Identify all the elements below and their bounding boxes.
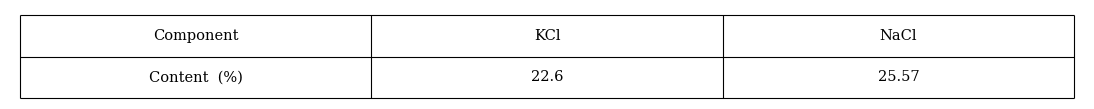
Text: 25.57: 25.57: [877, 70, 919, 84]
Text: NaCl: NaCl: [880, 29, 917, 43]
Text: 22.6: 22.6: [531, 70, 563, 84]
Text: Content  (%): Content (%): [149, 70, 243, 84]
Text: KCl: KCl: [534, 29, 560, 43]
Text: Component: Component: [153, 29, 238, 43]
